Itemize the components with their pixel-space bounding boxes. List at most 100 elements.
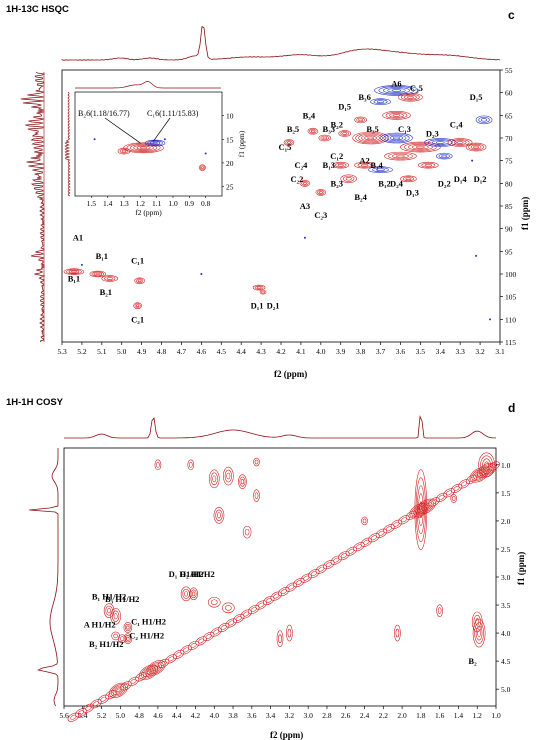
hsqc-contour xyxy=(285,140,293,145)
cosy-cross-peak xyxy=(110,607,121,625)
cosy-diagonal-contour xyxy=(130,678,137,684)
hsqc-annotations: A1 B₁1 B₁1 B₂1 C₁1 C₂1 D₁1 D₂1 A6 C₂5 B₃6 D₁5 B₃4 D₁5… xyxy=(68,79,487,325)
hsqc-noise-point xyxy=(475,254,478,257)
cosy-cross-peak xyxy=(224,469,232,483)
cosy-diagonal-contour xyxy=(310,571,317,577)
hsqc-contour xyxy=(340,131,350,136)
hsqc-peak-label: C₂2 xyxy=(290,174,303,184)
hsqc-contour xyxy=(137,279,142,283)
hsqc-contour xyxy=(391,89,402,92)
cosy-cross-peak xyxy=(112,610,120,622)
cosy-diagonal-contour xyxy=(484,468,489,473)
cosy-cross-peak xyxy=(437,607,442,614)
hsqc-y-tick-label: 90 xyxy=(505,225,513,234)
cosy-cross-peak xyxy=(208,469,220,489)
cosy-cross-peak xyxy=(242,525,252,539)
hsqc-x-tick-label: 4.6 xyxy=(197,347,207,356)
hsqc-contour xyxy=(368,166,393,174)
hsqc-contour xyxy=(355,132,386,144)
inset-noise-point xyxy=(93,138,96,141)
hsqc-contour xyxy=(401,93,420,101)
cosy-cross-peak xyxy=(191,591,196,597)
cosy-projections xyxy=(29,415,497,707)
cosy-cross-peak xyxy=(477,629,481,637)
hsqc-contour xyxy=(421,162,436,168)
hsqc-contour xyxy=(134,303,141,309)
cosy-cross-peak xyxy=(225,605,232,611)
cosy-y-tick-label: 1.0 xyxy=(501,461,511,470)
cosy-x-tick-label: 1.8 xyxy=(416,711,426,720)
cosy-diagonal-contour xyxy=(446,490,453,496)
hsqc-contour xyxy=(402,176,415,182)
hsqc-contour xyxy=(400,141,441,153)
cosy-cross-peak xyxy=(126,625,130,630)
hsqc-contour xyxy=(468,143,484,151)
hsqc-x-tick-label: 4.2 xyxy=(276,347,286,356)
cosy-cross-peak xyxy=(287,628,292,638)
inset-contour xyxy=(117,147,131,155)
hsqc-peak-label: D₁4 xyxy=(454,174,468,184)
hsqc-contour xyxy=(335,162,347,168)
hsqc-contour xyxy=(481,118,488,122)
hsqc-peak-label: C₁3 xyxy=(398,124,411,134)
hsqc-contour xyxy=(370,98,391,106)
hsqc-contour xyxy=(307,127,319,135)
hsqc-noise-point xyxy=(489,318,492,321)
cosy-diagonal-contour xyxy=(385,526,392,532)
hsqc-peak-label: D₁5 xyxy=(338,101,351,111)
hsqc-contour xyxy=(456,141,464,144)
hsqc-contour xyxy=(424,163,432,167)
cosy-cross-peak xyxy=(156,462,160,468)
hsqc-y-tick-label: 95 xyxy=(505,247,513,256)
cosy-diagonal-contour xyxy=(220,625,227,630)
cosy-peak-label: D₁ H1/H2 xyxy=(169,569,204,579)
cosy-cross-peak xyxy=(239,476,246,487)
cosy-diagonal-contour xyxy=(146,670,151,675)
hsqc-x-tick-label: 4.1 xyxy=(296,347,306,356)
hsqc-contour xyxy=(357,162,372,168)
cosy-cross-peak xyxy=(210,599,218,606)
hsqc-contour xyxy=(431,140,449,145)
hsqc-contour xyxy=(404,142,437,152)
inset-x-tick-label: 0.8 xyxy=(201,199,211,208)
cosy-diagonal-contour xyxy=(144,669,153,676)
inset-contour xyxy=(200,165,205,170)
hsqc-contour xyxy=(302,182,307,185)
hsqc-contour xyxy=(373,99,388,105)
cosy-diagonal-contour xyxy=(116,688,121,693)
hsqc-peak-label: A3 xyxy=(300,201,310,211)
hsqc-inset: 1.5 1.4 1.3 1.2 1.1 1.0 0.9 0.8 10 15 20 25 f2 (ppm)… xyxy=(74,91,246,217)
cosy-x-tick-label: 3.6 xyxy=(247,711,257,720)
hsqc-contour xyxy=(473,145,479,149)
hsqc-contour xyxy=(310,129,315,133)
hsqc-peak-label: C₂5 xyxy=(410,83,423,93)
hsqc-contour xyxy=(340,174,357,184)
hsqc-contour xyxy=(400,175,417,183)
hsqc-panel-label: c xyxy=(508,8,515,22)
hsqc-peak-label: B₃3 xyxy=(323,124,335,134)
hsqc-x-tick-label: 4.8 xyxy=(157,347,167,356)
hsqc-peak-label: B₁1 xyxy=(68,274,80,284)
hsqc-peak-label: D₁3 xyxy=(406,187,419,197)
hsqc-y-label: f1 (ppm) xyxy=(520,197,530,230)
inset-contour xyxy=(199,164,206,171)
cosy-x-tick-label: 3.0 xyxy=(303,711,313,720)
cosy-x-tick-label: 1.2 xyxy=(473,711,483,720)
hsqc-y-tick-label: 65 xyxy=(505,111,513,120)
inset-x-tick-label: 1.1 xyxy=(152,199,162,208)
cosy-cross-peak xyxy=(111,631,120,641)
cosy-diagonal-contour xyxy=(250,607,257,612)
hsqc-contour xyxy=(364,135,377,141)
cosy-diagonal-contour xyxy=(378,530,385,536)
hsqc-peak-label: B₃5 xyxy=(366,124,378,134)
hsqc-x-tick-label: 4.3 xyxy=(256,347,266,356)
cosy-diagonal-contour xyxy=(295,580,302,586)
cosy-cross-peak xyxy=(190,589,197,599)
hsqc-peak-label: D₂4 xyxy=(390,178,404,188)
cosy-cross-peak xyxy=(187,459,195,471)
cosy-diagonal-contour xyxy=(228,620,235,626)
cosy-diagonal-contour xyxy=(100,696,107,702)
hsqc-y-tick-label: 85 xyxy=(505,202,513,211)
cosy-cross-peak xyxy=(113,613,118,620)
